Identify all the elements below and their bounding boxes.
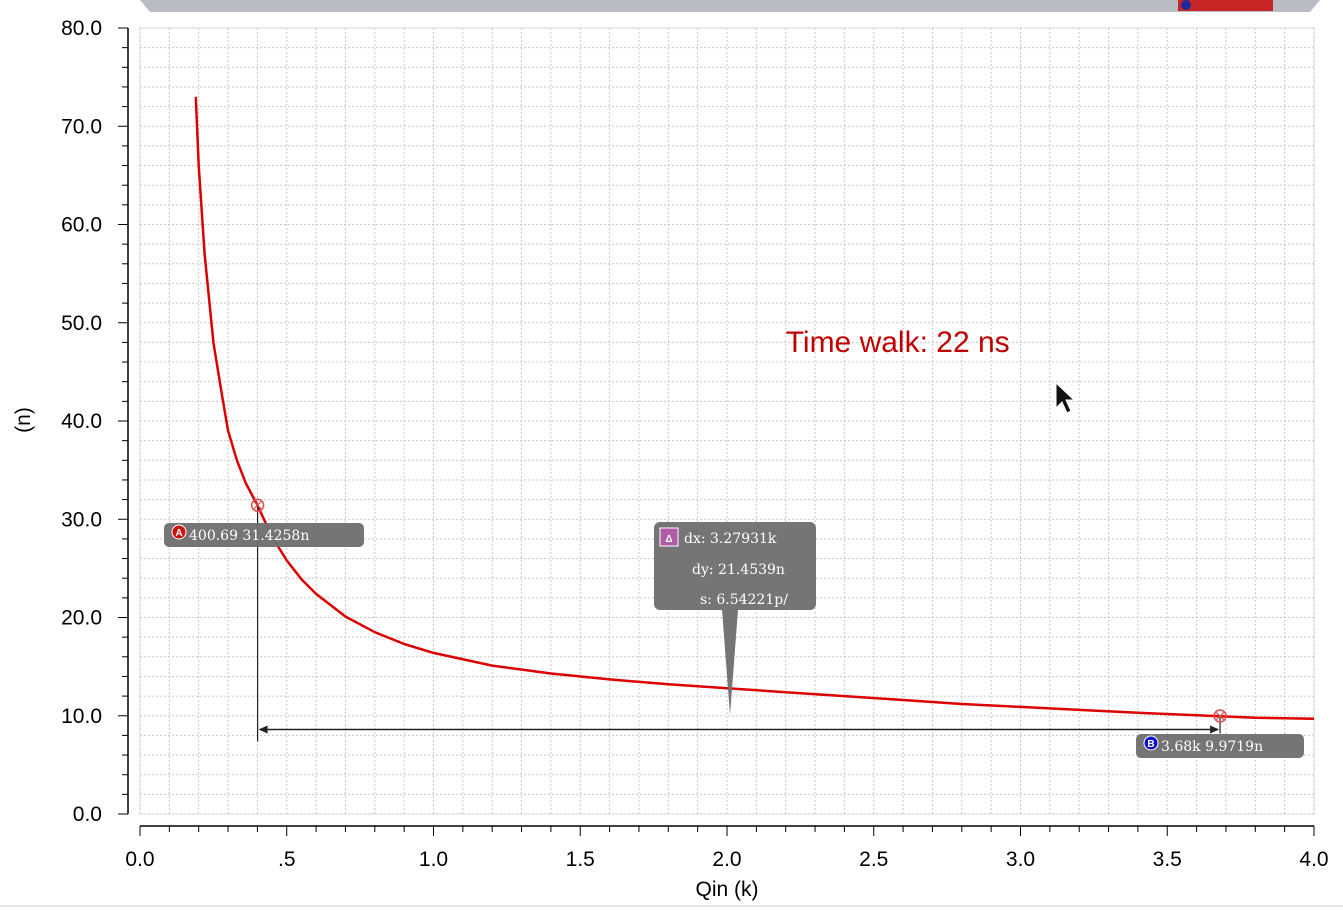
x-tick-label: 1.0 xyxy=(419,848,448,871)
x-tick-label: 1.5 xyxy=(566,848,595,871)
grid xyxy=(139,27,1315,815)
y-tick-label: 40.0 xyxy=(61,410,102,433)
y-tick-label: 20.0 xyxy=(61,607,102,630)
top-window-strip xyxy=(140,0,1320,12)
delta-tooltip-box xyxy=(654,522,816,715)
y-axis-title: (n) xyxy=(12,407,35,433)
x-tick-label: 0.0 xyxy=(125,848,154,871)
y-tick-label: 70.0 xyxy=(61,115,102,138)
marker-b-cross xyxy=(1215,711,1225,721)
marker-a-box xyxy=(164,523,364,547)
y-tick-label: 80.0 xyxy=(61,17,102,40)
top-strip-dot xyxy=(1181,0,1191,10)
x-axis-title: Qin (k) xyxy=(696,878,759,901)
x-tick-label: 2.5 xyxy=(859,848,888,871)
marker-a-badge-letter: A xyxy=(175,528,182,539)
y-tick-label: 60.0 xyxy=(61,214,102,237)
delta-dx: dx: 3.27931k xyxy=(684,531,777,547)
marker-b-box xyxy=(1136,734,1304,758)
top-strip-badge xyxy=(1178,0,1273,11)
marker-a-target xyxy=(250,498,265,512)
mouse-cursor-icon xyxy=(1055,381,1076,414)
delta-slope: s: 6.54221p/ xyxy=(700,592,788,608)
delta-arrow-right xyxy=(1210,725,1220,734)
series-line xyxy=(194,96,1315,720)
y-tick-label: 10.0 xyxy=(61,705,102,728)
y-tick-label: 30.0 xyxy=(61,508,102,531)
x-tick-label: .5 xyxy=(278,848,296,871)
delta-badge-symbol: Δ xyxy=(665,534,672,545)
marker-a-cross xyxy=(253,500,263,510)
delta-dy: dy: 21.4539n xyxy=(692,562,785,578)
marker-b-badge-icon xyxy=(1143,735,1159,751)
marker-a-label: 400.69 31.4258n xyxy=(189,528,309,544)
x-tick-label: 3.0 xyxy=(1006,848,1035,871)
delta-badge-icon xyxy=(659,527,679,547)
marker-b-label: 3.68k 9.9719n xyxy=(1161,739,1263,755)
time-walk-annotation: Time walk: 22 ns xyxy=(786,326,1010,359)
ticks: 0.0 10.0 20.0 30.0 40.0 50.0 60.0 70.0 80.0 0.0 .5… xyxy=(61,17,1328,871)
x-tick-label: 3.5 xyxy=(1153,848,1182,871)
marker-a-badge-icon xyxy=(171,524,187,540)
y-tick-label: 0.0 xyxy=(73,803,102,826)
marker-b-target xyxy=(1213,709,1227,723)
measurement-layer: A 400.69 31.4258n B 3.68k 9.9719n Δ dx: 3.279… xyxy=(164,498,1304,758)
y-tick-label: 50.0 xyxy=(61,312,102,335)
marker-b-badge-letter: B xyxy=(1147,739,1154,750)
series-layer xyxy=(194,96,1315,720)
x-tick-label: 4.0 xyxy=(1299,848,1328,871)
x-tick-label: 2.0 xyxy=(712,848,741,871)
delta-arrow-left xyxy=(258,725,268,734)
